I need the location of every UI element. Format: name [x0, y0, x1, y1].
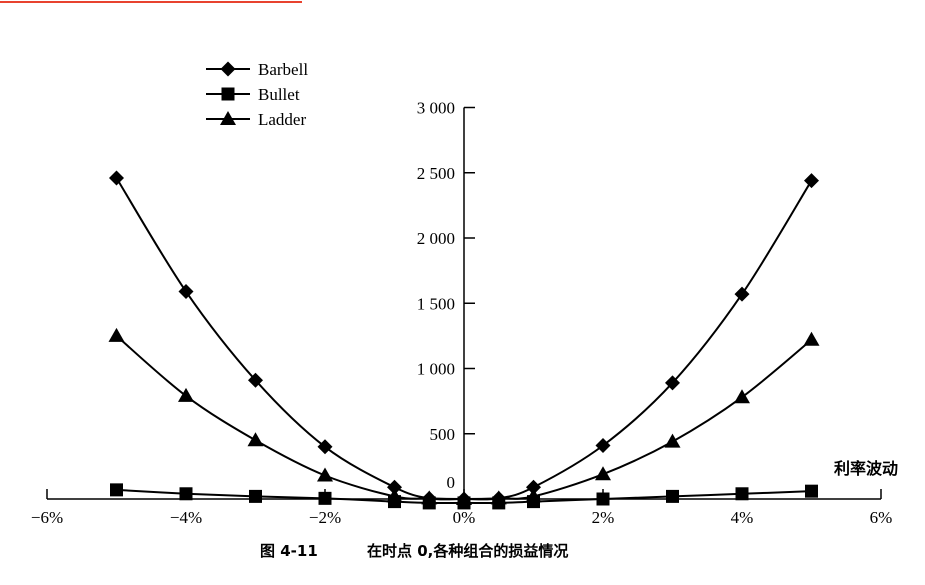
x-tick-label: 6% [870, 508, 893, 527]
series-ladder-point [108, 327, 125, 342]
series-ladder-point [525, 488, 542, 503]
series-bullet-point [596, 492, 610, 506]
series-barbell-point [109, 170, 124, 186]
legend: Barbell Bullet Ladder [206, 60, 308, 129]
legend-barbell-label: Barbell [258, 60, 308, 79]
series-barbell-point [734, 286, 750, 302]
series-barbell-point [387, 479, 402, 495]
y-tick-label: 1 500 [417, 294, 455, 313]
legend-bullet-marker [221, 87, 235, 101]
series-bullet-point [179, 487, 193, 501]
x-tick-label: −6% [31, 508, 63, 527]
legend-ladder-marker [220, 111, 236, 125]
series-bullet-point [666, 489, 679, 503]
series-ladder-point [664, 433, 681, 448]
series-barbell-point [317, 439, 333, 455]
legend-barbell-marker [220, 61, 236, 77]
series-ladder-point [317, 467, 333, 482]
series-layer [108, 170, 820, 510]
legend-ladder-label: Ladder [258, 110, 306, 129]
series-ladder [108, 327, 820, 505]
y-tick-label: 0 [447, 473, 456, 492]
series-bullet-point [249, 489, 262, 503]
y-tick-label: 500 [430, 425, 456, 444]
series-ladder-point [178, 387, 194, 402]
legend-bullet-label: Bullet [258, 85, 300, 104]
series-ladder-point [490, 490, 507, 505]
series-barbell-point [595, 437, 611, 453]
series-barbell-point [178, 284, 194, 300]
x-tick-label: −2% [309, 508, 341, 527]
series-bullet-point [735, 487, 749, 501]
series-bullet-point [318, 491, 332, 505]
y-tick-label: 2 500 [417, 164, 455, 183]
series-ladder-point [247, 432, 264, 447]
series-barbell-point [665, 375, 680, 391]
figure-caption-number: 图 4-11 [260, 542, 318, 560]
x-tick-label: 2% [592, 508, 615, 527]
axes: −6% −4% −2% 0% 2% 4% 6% 0 500 1 000 1 500 2 000 2 50… [31, 99, 892, 528]
x-tick-label: −4% [170, 508, 202, 527]
y-tick-label: 1 000 [417, 360, 455, 379]
y-tick-label: 2 000 [417, 229, 455, 248]
x-axis-label: 利率波动 [834, 459, 898, 478]
series-ladder-point [456, 491, 472, 505]
x-tick-label: 4% [731, 508, 754, 527]
series-barbell-point [248, 372, 263, 388]
series-bullet-point [805, 484, 818, 498]
series-ladder-point [734, 389, 750, 404]
series-barbell-point [526, 479, 541, 495]
x-tick-label: 0% [453, 508, 476, 527]
figure-caption-text: 在时点 0,各种组合的损益情况 [367, 542, 568, 560]
series-ladder-point [595, 466, 611, 481]
y-tick-label: 3 000 [417, 99, 455, 118]
series-ladder-point [421, 490, 438, 505]
series-ladder-point [386, 488, 403, 503]
series-barbell-point [804, 173, 819, 189]
series-ladder-point [803, 331, 820, 346]
series-bullet-point [110, 483, 123, 497]
